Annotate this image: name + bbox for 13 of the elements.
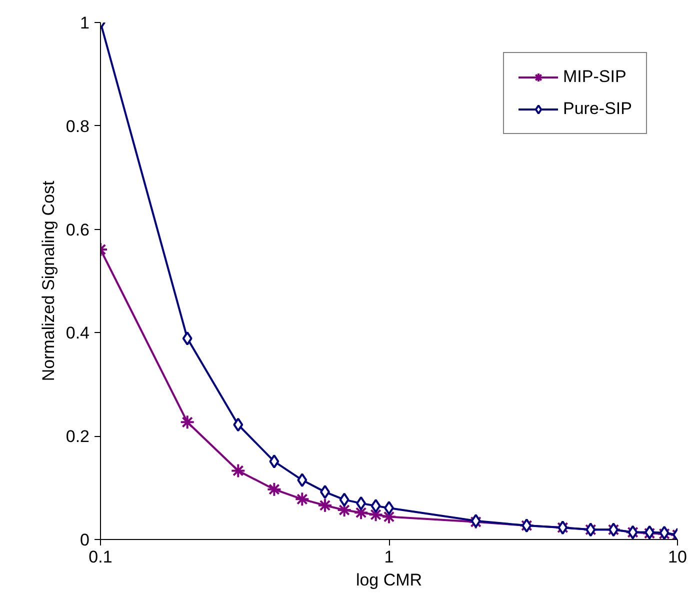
- y-tick-label: 0.8: [66, 116, 90, 136]
- x-tick-label: 1: [384, 548, 394, 566]
- y-tick-label: 1: [80, 14, 90, 32]
- x-tick-label: 10: [668, 548, 687, 566]
- y-axis-title: Normalized Signaling Cost: [38, 180, 58, 382]
- x-tick-label: 0.1: [88, 548, 112, 566]
- y-tick-label: 0.6: [66, 220, 90, 240]
- legend-label: MIP-SIP: [563, 67, 626, 87]
- x-axis-title: log CMR: [356, 570, 422, 590]
- y-tick-label: 0.4: [66, 324, 90, 343]
- legend-label: Pure-SIP: [563, 99, 632, 119]
- y-tick-label: 0: [80, 530, 90, 550]
- y-tick-label: 0.2: [66, 427, 90, 446]
